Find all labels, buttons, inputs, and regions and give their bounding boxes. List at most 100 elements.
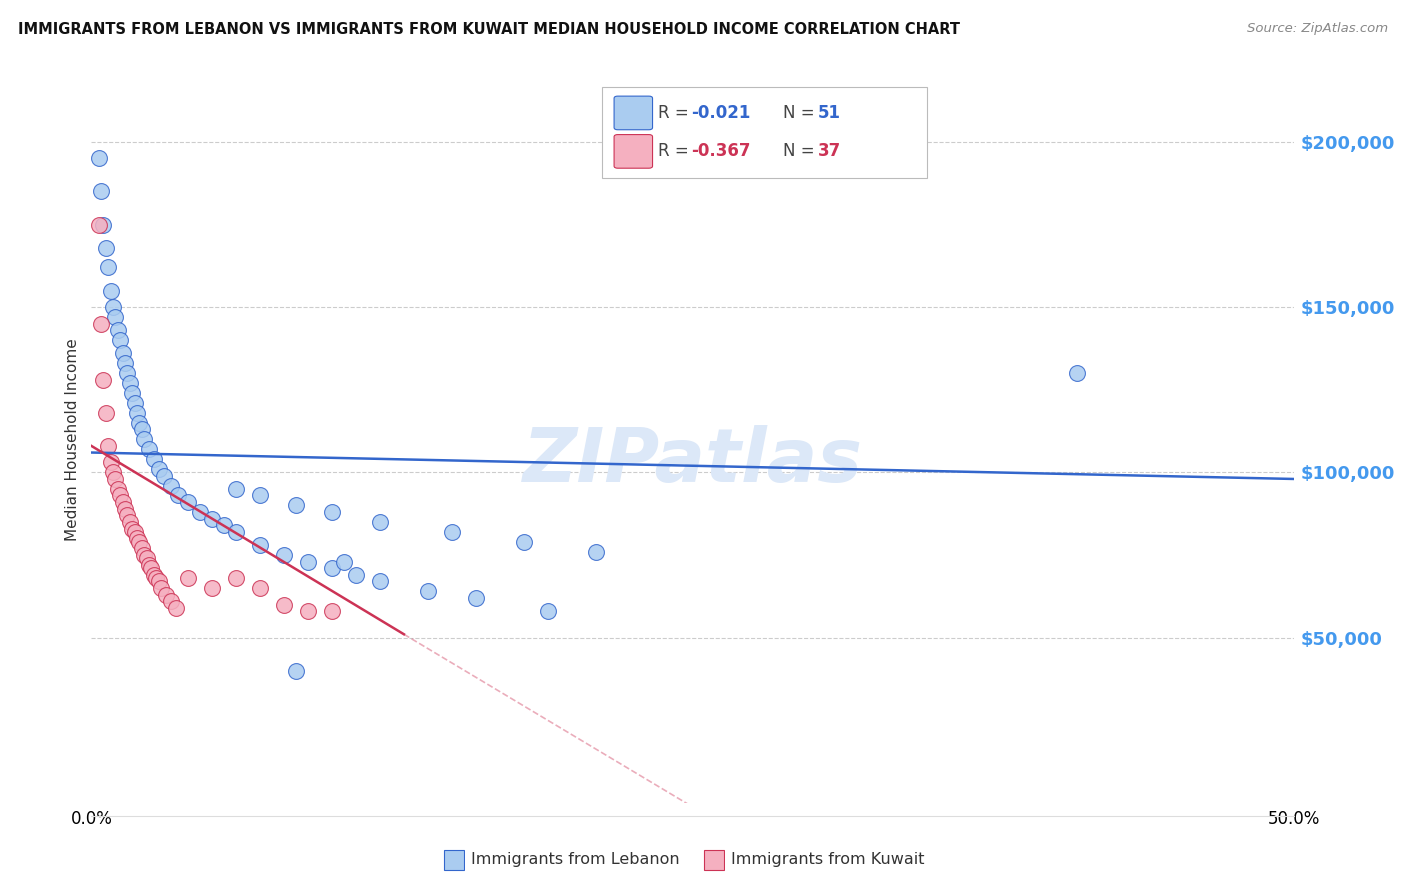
- Point: [297, 604, 319, 618]
- Point: [333, 555, 356, 569]
- Point: [117, 366, 139, 380]
- Point: [87, 218, 110, 232]
- Point: [111, 346, 134, 360]
- Point: [131, 422, 153, 436]
- Bar: [704, 850, 724, 870]
- Point: [188, 505, 211, 519]
- Point: [284, 499, 307, 513]
- Point: [97, 260, 120, 275]
- Text: 51: 51: [818, 104, 841, 122]
- Point: [585, 544, 607, 558]
- Point: [297, 555, 319, 569]
- Point: [100, 455, 122, 469]
- Point: [155, 588, 177, 602]
- Point: [125, 532, 148, 546]
- Point: [249, 538, 271, 552]
- Text: Immigrants from Kuwait: Immigrants from Kuwait: [731, 853, 925, 867]
- Point: [159, 594, 181, 608]
- Point: [117, 508, 139, 523]
- Text: 37: 37: [818, 143, 841, 161]
- FancyBboxPatch shape: [602, 87, 927, 178]
- Text: Immigrants from Lebanon: Immigrants from Lebanon: [471, 853, 679, 867]
- Point: [416, 584, 439, 599]
- Point: [134, 433, 156, 447]
- Text: R =: R =: [658, 104, 695, 122]
- Point: [141, 561, 163, 575]
- Point: [142, 452, 165, 467]
- Point: [148, 462, 170, 476]
- Point: [128, 534, 150, 549]
- Point: [111, 495, 134, 509]
- Point: [368, 574, 391, 589]
- Point: [176, 495, 198, 509]
- Point: [131, 541, 153, 556]
- Point: [159, 478, 181, 492]
- Text: IMMIGRANTS FROM LEBANON VS IMMIGRANTS FROM KUWAIT MEDIAN HOUSEHOLD INCOME CORREL: IMMIGRANTS FROM LEBANON VS IMMIGRANTS FR…: [18, 22, 960, 37]
- Point: [93, 373, 115, 387]
- Point: [273, 548, 295, 562]
- Point: [440, 524, 463, 539]
- Point: [344, 567, 367, 582]
- Point: [97, 439, 120, 453]
- Point: [1066, 366, 1088, 380]
- Point: [145, 571, 167, 585]
- Point: [134, 548, 156, 562]
- Text: -0.367: -0.367: [692, 143, 751, 161]
- Point: [176, 571, 198, 585]
- Point: [368, 515, 391, 529]
- Point: [110, 488, 132, 502]
- Point: [201, 581, 224, 595]
- Point: [135, 551, 157, 566]
- Point: [465, 591, 488, 605]
- Point: [225, 482, 247, 496]
- Point: [249, 581, 271, 595]
- Point: [107, 323, 129, 337]
- Point: [212, 518, 235, 533]
- Point: [121, 522, 143, 536]
- Point: [321, 604, 343, 618]
- Point: [121, 386, 143, 401]
- Point: [101, 466, 124, 480]
- Point: [107, 482, 129, 496]
- Point: [128, 416, 150, 430]
- Point: [124, 524, 146, 539]
- Point: [114, 501, 136, 516]
- Bar: [444, 850, 464, 870]
- Point: [513, 534, 536, 549]
- Point: [90, 317, 112, 331]
- Point: [93, 218, 115, 232]
- FancyBboxPatch shape: [614, 96, 652, 129]
- Point: [273, 598, 295, 612]
- Point: [94, 406, 117, 420]
- Point: [90, 185, 112, 199]
- Point: [104, 310, 127, 324]
- Text: -0.021: -0.021: [692, 104, 751, 122]
- Point: [165, 600, 187, 615]
- FancyBboxPatch shape: [614, 135, 652, 169]
- Point: [110, 333, 132, 347]
- Point: [249, 488, 271, 502]
- Point: [167, 488, 190, 502]
- Point: [148, 574, 170, 589]
- Point: [118, 515, 141, 529]
- Point: [537, 604, 560, 618]
- Point: [125, 406, 148, 420]
- Text: N =: N =: [783, 143, 820, 161]
- Point: [138, 442, 160, 457]
- Point: [225, 571, 247, 585]
- Point: [321, 561, 343, 575]
- Point: [321, 505, 343, 519]
- Text: ZIPatlas: ZIPatlas: [523, 425, 862, 498]
- Point: [94, 241, 117, 255]
- Point: [100, 284, 122, 298]
- Point: [114, 356, 136, 370]
- Point: [142, 567, 165, 582]
- Y-axis label: Median Household Income: Median Household Income: [65, 338, 80, 541]
- Text: Source: ZipAtlas.com: Source: ZipAtlas.com: [1247, 22, 1388, 36]
- Point: [201, 511, 224, 525]
- Point: [124, 396, 146, 410]
- Point: [284, 664, 307, 678]
- Point: [87, 152, 110, 166]
- Text: N =: N =: [783, 104, 820, 122]
- Point: [150, 581, 173, 595]
